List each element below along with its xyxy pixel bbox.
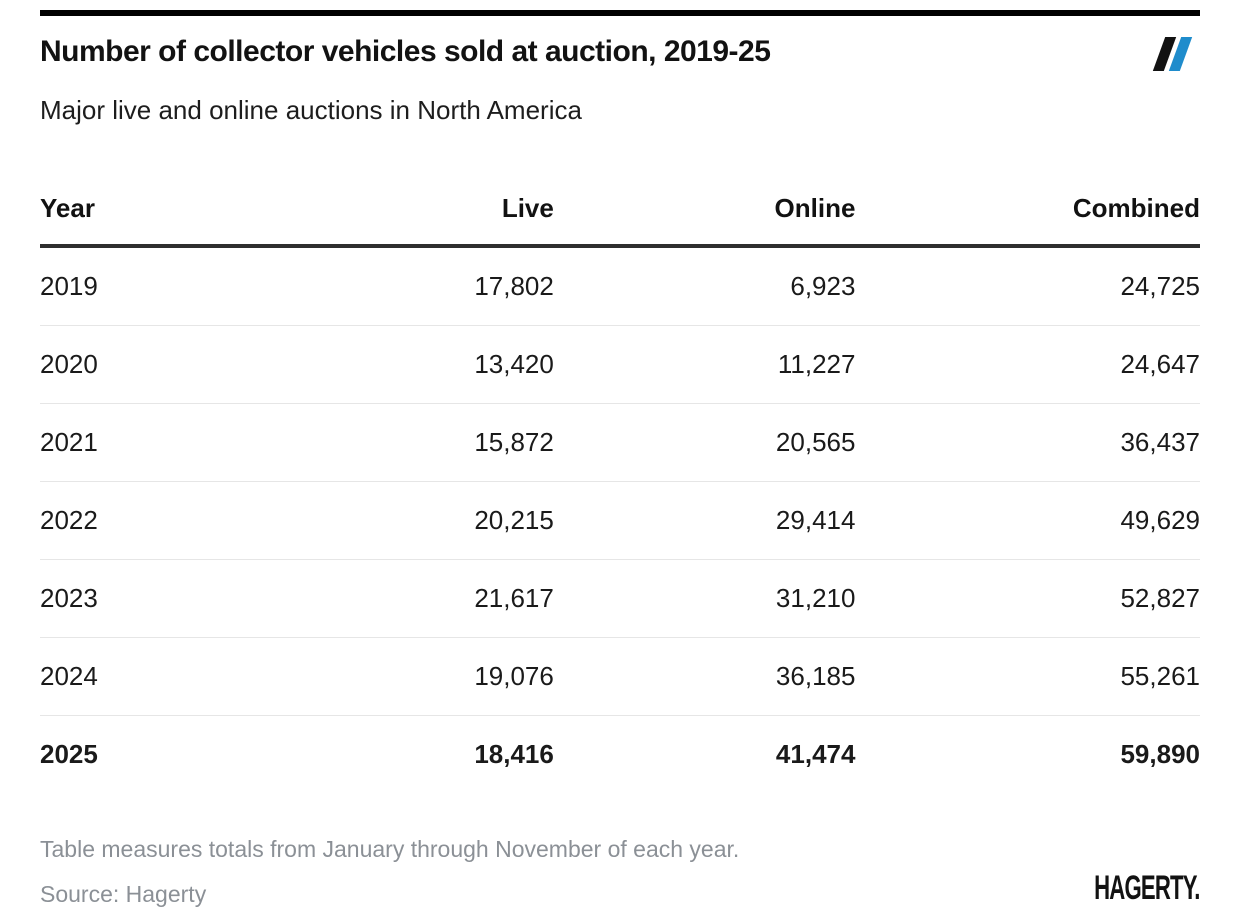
source-credit: Source: Hagerty (40, 881, 207, 907)
cell-live: 20,215 (254, 481, 554, 560)
cell-live: 21,617 (254, 559, 554, 638)
cell-combined: 36,437 (855, 403, 1200, 482)
chart-header: Number of collector vehicles sold at auc… (40, 35, 1200, 71)
column-header-live: Live (254, 173, 554, 248)
cell-combined: 52,827 (855, 559, 1200, 638)
cell-online: 11,227 (553, 325, 856, 404)
cell-year: 2023 (40, 559, 255, 638)
table-row: 2021 15,872 20,565 36,437 (40, 403, 1200, 482)
cell-online: 36,185 (553, 637, 856, 716)
column-header-online: Online (553, 173, 856, 248)
cell-combined: 59,890 (1120, 739, 1200, 769)
cell-year: 2024 (40, 637, 255, 716)
table-row-current-year: 2025 18,416 41,474 59,890 (40, 716, 1200, 794)
table-footnote: Table measures totals from January throu… (40, 836, 740, 862)
table-row: 2022 20,215 29,414 49,629 (40, 481, 1200, 560)
chart-title: Number of collector vehicles sold at auc… (40, 35, 771, 68)
cell-year: 2020 (40, 325, 255, 404)
cell-live: 18,416 (474, 739, 554, 769)
cell-year: 2019 (40, 246, 255, 326)
table-row: 2024 19,076 36,185 55,261 (40, 637, 1200, 716)
table-header-row: Year Live Online Combined (40, 173, 1200, 248)
cell-live: 13,420 (254, 325, 554, 404)
cell-live: 15,872 (254, 403, 554, 482)
table-row: 2020 13,420 11,227 24,647 (40, 325, 1200, 404)
chart-subtitle: Major live and online auctions in North … (40, 95, 582, 125)
cell-combined: 49,629 (855, 481, 1200, 560)
cell-online: 29,414 (553, 481, 856, 560)
double-slash-icon (1152, 37, 1193, 71)
cell-live: 19,076 (254, 637, 554, 716)
cell-live: 17,802 (254, 246, 554, 326)
source-row: Source: Hagerty HAGERTY. (40, 868, 1201, 908)
cell-year: 2022 (40, 481, 255, 560)
cell-online: 20,565 (553, 403, 856, 482)
column-header-combined: Combined (855, 173, 1200, 248)
table-row: 2023 21,617 31,210 52,827 (40, 559, 1200, 638)
column-header-year: Year (40, 173, 255, 248)
cell-combined: 24,647 (855, 325, 1200, 404)
hagerty-logo: HAGERTY. (1094, 868, 1201, 907)
cell-online: 6,923 (553, 246, 856, 326)
top-accent-bar (40, 10, 1200, 16)
cell-year: 2025 (40, 739, 98, 769)
table-row: 2019 17,802 6,923 24,725 (40, 246, 1200, 326)
cell-online: 41,474 (775, 739, 856, 769)
cell-year: 2021 (40, 403, 255, 482)
auction-data-table: Year Live Online Combined 2019 17,802 6,… (40, 173, 1200, 793)
cell-combined: 55,261 (855, 637, 1200, 716)
cell-combined: 24,725 (855, 246, 1200, 326)
cell-online: 31,210 (553, 559, 856, 638)
